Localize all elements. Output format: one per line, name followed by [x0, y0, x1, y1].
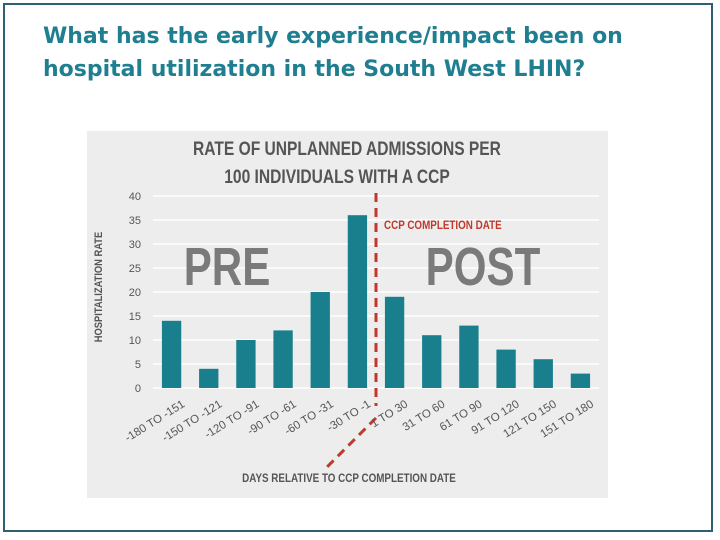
bar [347, 215, 368, 388]
bar [422, 335, 442, 388]
chart-title: RATE OF UNPLANNED ADMISSIONS PER [193, 138, 501, 160]
y-tick-label: 20 [129, 287, 141, 299]
chart-panel: RATE OF UNPLANNED ADMISSIONS PER 100 IND… [87, 131, 608, 498]
slide-frame [3, 3, 713, 532]
y-tick-label: 10 [129, 335, 141, 347]
chart-subtitle: 100 INDIVIDUALS WITH A CCP [224, 166, 449, 188]
slide-title: What has the early experience/impact bee… [43, 24, 623, 82]
bar [310, 292, 330, 388]
ccp-completion-marker-label: CCP COMPLETION DATE [384, 219, 502, 232]
y-tick-label: 15 [129, 311, 141, 323]
bar [570, 373, 591, 388]
phase-label-post: POST [426, 237, 541, 297]
bar [273, 330, 293, 388]
y-axis-label: HOSPITALIZATION RATE [93, 232, 105, 343]
y-tick-label: 25 [129, 263, 141, 275]
phase-label-pre: PRE [184, 237, 271, 297]
y-tick-label: 0 [135, 383, 141, 395]
y-tick-label: 5 [135, 359, 141, 371]
bar [496, 349, 516, 388]
y-tick-label: 30 [129, 239, 141, 251]
bar [199, 368, 219, 388]
y-tick-label: 40 [129, 191, 141, 203]
bar [459, 325, 479, 388]
y-tick-label: 35 [129, 215, 141, 227]
bar [236, 340, 256, 388]
x-axis-label: DAYS RELATIVE TO CCP COMPLETION DATE [242, 472, 456, 485]
ccp-completion-marker-connector [324, 416, 378, 470]
admissions-bar-chart: RATE OF UNPLANNED ADMISSIONS PER 100 IND… [93, 138, 599, 485]
bar [161, 320, 182, 388]
bar [384, 296, 405, 388]
bar [533, 359, 553, 388]
